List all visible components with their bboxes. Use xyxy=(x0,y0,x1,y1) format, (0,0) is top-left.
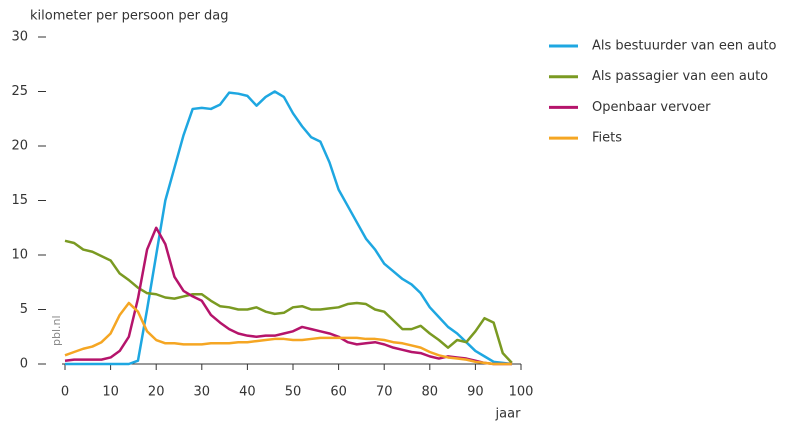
x-tick-label: 60 xyxy=(330,385,347,400)
data-line xyxy=(64,226,512,366)
x-tick-label: 30 xyxy=(194,385,211,400)
x-tick-label: 100 xyxy=(509,385,534,400)
data-line xyxy=(65,90,513,366)
y-axis-label: kilometer per persoon per dag xyxy=(30,9,229,24)
data-line xyxy=(64,301,512,366)
x-tick-label: 90 xyxy=(467,385,484,400)
x-tick-label: 70 xyxy=(376,385,393,400)
y-tick-label: 30 xyxy=(11,30,28,45)
y-tick-label: 15 xyxy=(11,193,28,208)
x-tick-label: 10 xyxy=(102,385,119,400)
legend-label: Als bestuurder van een auto xyxy=(592,39,777,54)
x-tick-label: 80 xyxy=(422,385,439,400)
x-tick-label: 20 xyxy=(148,385,165,400)
y-tick-label: 25 xyxy=(11,84,28,99)
y-tick-label: 20 xyxy=(11,139,28,154)
legend-label: Als passagier van een auto xyxy=(592,69,768,84)
legend-label: Fiets xyxy=(592,131,622,146)
x-axis-label: jaar xyxy=(495,407,522,422)
x-tick-label: 40 xyxy=(239,385,256,400)
y-tick-label: 0 xyxy=(20,357,28,372)
legend-label: Openbaar vervoer xyxy=(592,100,711,115)
x-tick-label: 50 xyxy=(285,385,302,400)
x-tick-label: 0 xyxy=(61,385,69,400)
data-line xyxy=(64,239,513,364)
y-tick-label: 5 xyxy=(20,302,28,317)
y-tick-label: 10 xyxy=(11,248,28,263)
source-label: pbl.nl xyxy=(50,315,63,346)
